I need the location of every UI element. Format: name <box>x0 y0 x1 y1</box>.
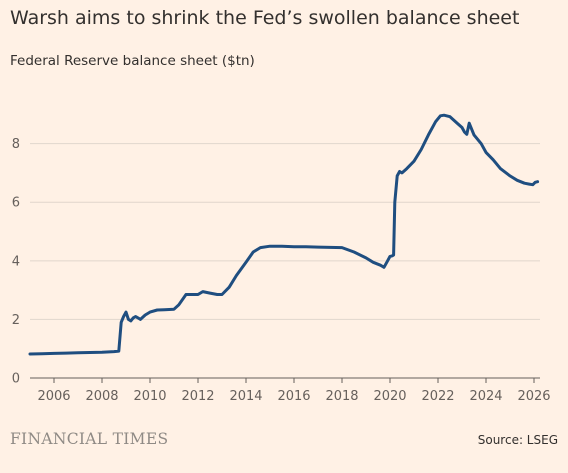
x-tick-label: 2010 <box>133 389 166 404</box>
x-tick-label: 2022 <box>421 389 454 404</box>
x-tick-label: 2014 <box>229 389 262 404</box>
publisher-logo: FINANCIAL TIMES <box>10 430 169 448</box>
y-tick-label: 4 <box>12 254 20 269</box>
chart-subtitle: Federal Reserve balance sheet ($tn) <box>10 53 255 69</box>
y-tick-label: 2 <box>12 313 20 328</box>
series-line-balance-sheet <box>28 113 540 356</box>
y-tick-label: 6 <box>12 196 20 211</box>
x-tick-label: 2006 <box>37 389 70 404</box>
y-tick-label: 8 <box>12 137 20 152</box>
y-tick-label: 0 <box>12 372 20 387</box>
chart-title: Warsh aims to shrink the Fed’s swollen b… <box>10 7 520 29</box>
x-tick-label: 2008 <box>85 389 118 404</box>
x-tick-label: 2024 <box>469 389 502 404</box>
x-tick-label: 2020 <box>373 389 406 404</box>
x-tick-label: 2012 <box>181 389 214 404</box>
x-tick-label: 2016 <box>277 389 310 404</box>
source-note: Source: LSEG <box>477 433 558 447</box>
x-tick-label: 2026 <box>517 389 550 404</box>
x-tick-label: 2018 <box>325 389 358 404</box>
